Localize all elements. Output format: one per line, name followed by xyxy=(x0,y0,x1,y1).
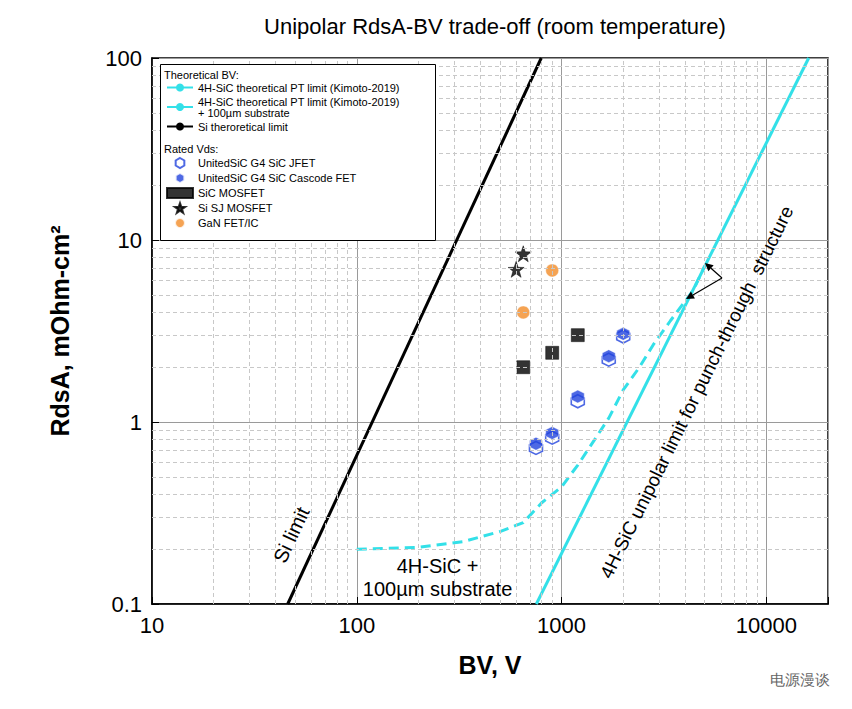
svg-text:4H-SiC unipolar limit for punc: 4H-SiC unipolar limit for punch-through … xyxy=(596,203,798,582)
svg-text:Si limit: Si limit xyxy=(269,503,314,566)
svg-text:1: 1 xyxy=(130,410,142,435)
svg-text:UnitedSiC G4 SiC JFET: UnitedSiC G4 SiC JFET xyxy=(198,157,316,169)
svg-text:BV, V: BV, V xyxy=(458,651,521,679)
svg-text:10000: 10000 xyxy=(736,613,797,638)
svg-text:Si theroretical limit: Si theroretical limit xyxy=(198,121,288,133)
svg-text:UnitedSiC G4 SiC Cascode FET: UnitedSiC G4 SiC Cascode FET xyxy=(198,172,357,184)
svg-text:0.1: 0.1 xyxy=(111,592,142,617)
svg-text:Rated Vds:: Rated Vds: xyxy=(164,143,218,155)
svg-text:4H-SiC theoretical PT limit (K: 4H-SiC theoretical PT limit (Kimoto-2019… xyxy=(198,95,400,108)
svg-text:Si SJ MOSFET: Si SJ MOSFET xyxy=(198,202,273,214)
svg-text:10: 10 xyxy=(118,228,142,253)
svg-text:4H-SiC +: 4H-SiC + xyxy=(397,555,479,577)
svg-text:10: 10 xyxy=(140,613,164,638)
svg-text:Theoretical BV:: Theoretical BV: xyxy=(164,69,239,81)
svg-text:4H-SiC theoretical PT limit (K: 4H-SiC theoretical PT limit (Kimoto-2019… xyxy=(198,82,400,94)
svg-text:100: 100 xyxy=(338,613,375,638)
svg-text:100µm substrate: 100µm substrate xyxy=(363,578,512,600)
svg-text:GaN FET/IC: GaN FET/IC xyxy=(198,217,259,229)
svg-text:Unipolar RdsA-BV trade-off (ro: Unipolar RdsA-BV trade-off (room tempera… xyxy=(264,14,726,39)
svg-text:RdsA, mOhm-cm²: RdsA, mOhm-cm² xyxy=(46,225,74,436)
svg-text:+ 100µm substrate: + 100µm substrate xyxy=(198,107,290,119)
svg-text:1000: 1000 xyxy=(537,613,586,638)
svg-text:电源漫谈: 电源漫谈 xyxy=(770,671,830,689)
svg-text:100: 100 xyxy=(105,46,142,71)
svg-text:SiC MOSFET: SiC MOSFET xyxy=(198,187,265,199)
